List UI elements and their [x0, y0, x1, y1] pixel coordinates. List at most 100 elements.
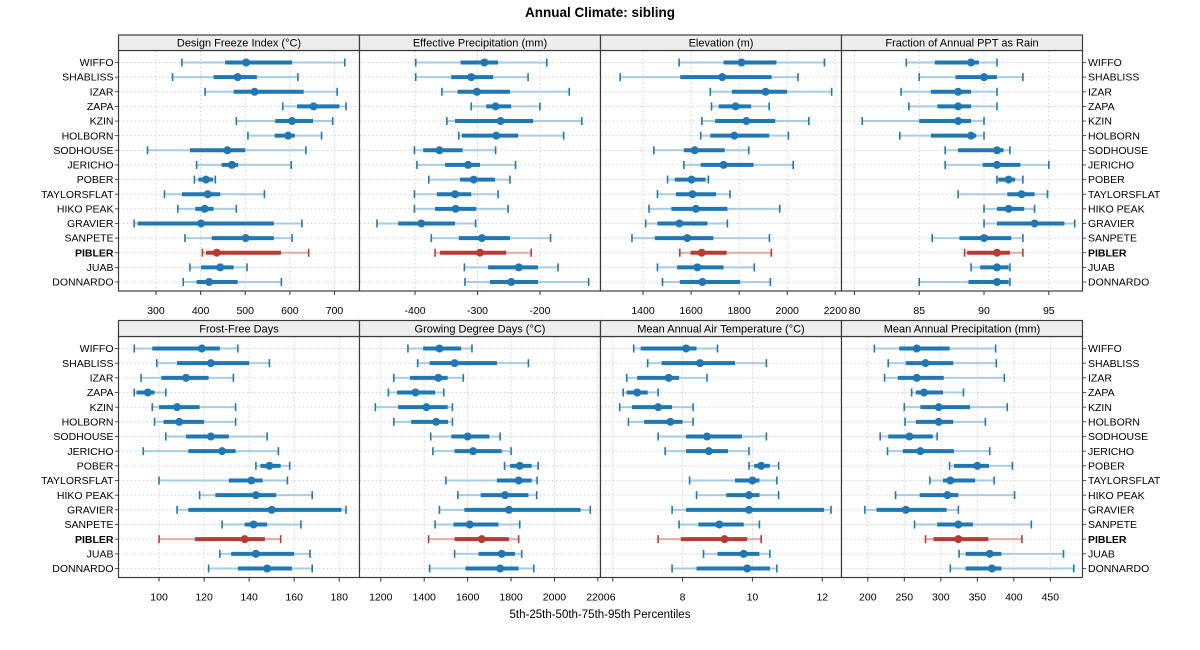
- median-dot: [242, 58, 251, 67]
- median-dot: [288, 117, 297, 126]
- median-dot: [500, 491, 509, 500]
- interval-row: [661, 278, 772, 286]
- interval-row: [710, 102, 770, 111]
- station-label-right: JUAB: [1088, 548, 1115, 560]
- interval-row: [457, 491, 538, 500]
- interval-row: [653, 146, 750, 155]
- interval-row: [140, 373, 235, 382]
- interval-row: [155, 359, 271, 368]
- interval-row: [918, 278, 1011, 286]
- interval-row: [414, 58, 548, 67]
- median-dot: [744, 491, 753, 500]
- median-dot: [757, 461, 766, 470]
- median-dot: [973, 461, 982, 470]
- station-label-right: HOLBORN: [1088, 416, 1140, 428]
- interval-row: [464, 278, 590, 286]
- interval-row: [453, 549, 523, 558]
- interval-row: [701, 117, 810, 126]
- axis-tick-label: -300: [467, 305, 488, 317]
- median-dot: [309, 102, 318, 111]
- median-dot: [1017, 190, 1026, 199]
- interval-row: [503, 461, 539, 470]
- interval-row: [631, 234, 771, 243]
- interval-row-highlighted: [924, 535, 1023, 544]
- median-dot: [497, 549, 506, 558]
- station-label-right: JUAB: [1088, 262, 1115, 274]
- station-label-left: TAYLORSFLAT: [41, 475, 114, 487]
- interval-row: [622, 388, 659, 397]
- median-dot: [744, 505, 753, 514]
- interval-row: [908, 102, 998, 111]
- panel-background: [118, 50, 360, 291]
- interval-row: [648, 204, 781, 213]
- interval-row-highlighted: [201, 248, 310, 257]
- station-label-left: SODHOUSE: [53, 431, 113, 443]
- axis-tick-label: 180: [330, 592, 348, 604]
- interval-row: [446, 117, 583, 126]
- median-dot: [216, 263, 225, 272]
- panel-strip-title: Mean Annual Precipitation (mm): [884, 324, 1041, 336]
- panel-background: [600, 50, 842, 291]
- median-dot: [704, 447, 713, 456]
- station-label-right: POBER: [1088, 174, 1125, 186]
- interval-row: [873, 344, 997, 353]
- station-label-right: KZIN: [1088, 402, 1112, 414]
- interval-row: [903, 403, 1009, 412]
- median-dot: [267, 505, 276, 514]
- station-label-right: IZAR: [1088, 372, 1112, 384]
- axis-tick-label: 12: [816, 592, 828, 604]
- interval-row: [133, 344, 239, 353]
- median-dot: [465, 520, 474, 529]
- median-dot: [633, 388, 642, 397]
- station-label-left: HOLBORN: [62, 416, 114, 428]
- median-dot: [240, 535, 249, 544]
- axis-tick-label: 1800: [727, 305, 751, 317]
- axis-tick-label: 1600: [679, 305, 703, 317]
- axis-tick-label: 1400: [631, 305, 655, 317]
- median-dot: [496, 117, 505, 126]
- median-dot: [921, 359, 930, 368]
- median-dot: [417, 219, 426, 228]
- interval-row: [664, 447, 750, 456]
- median-dot: [987, 564, 996, 573]
- interval-row: [204, 87, 338, 96]
- interval-row: [177, 204, 238, 213]
- station-label-right: JERICHO: [1088, 160, 1134, 172]
- median-dot: [954, 87, 963, 96]
- station-label-left: SHABLISS: [62, 358, 113, 370]
- station-label-right: DONNARDO: [1088, 563, 1149, 575]
- interval-row: [221, 520, 302, 529]
- median-dot: [515, 461, 524, 470]
- axis-tick-label: 2000: [776, 305, 800, 317]
- panel-strip-title: Frost-Free Days: [199, 324, 279, 336]
- interval-row: [184, 234, 293, 243]
- median-dot: [451, 190, 460, 199]
- axis-tick-label: 2200: [824, 305, 848, 317]
- interval-row: [627, 417, 694, 426]
- station-label-left: JUAB: [87, 548, 114, 560]
- interval-row: [247, 131, 323, 140]
- panel-effective-precipitation-mm-: Effective Precipitation (mm) -400 -300 -200: [358, 34, 602, 317]
- median-dot: [654, 403, 663, 412]
- interval-row: [281, 102, 347, 111]
- median-dot: [954, 520, 963, 529]
- median-dot: [205, 278, 214, 286]
- panel-strip-title: Growing Degree Days (°C): [415, 324, 546, 336]
- station-label-right: HOLBORN: [1088, 130, 1140, 142]
- axis-tick-label: -200: [529, 305, 550, 317]
- interval-row: [413, 146, 497, 155]
- panel-strip-title: Mean Annual Air Temperature (°C): [637, 324, 804, 336]
- median-dot: [175, 417, 184, 426]
- station-label-right: TAYLORSFLAT: [1088, 475, 1161, 487]
- axis-tick-label: 140: [240, 592, 258, 604]
- interval-row: [646, 359, 768, 368]
- station-label-left: IZAR: [90, 86, 114, 98]
- interval-row: [413, 190, 499, 199]
- interval-row-highlighted: [657, 535, 762, 544]
- interval-row: [618, 403, 694, 412]
- station-label-right: ZAPA: [1088, 101, 1115, 113]
- median-dot: [284, 131, 293, 140]
- median-dot: [206, 359, 215, 368]
- median-dot: [197, 344, 206, 353]
